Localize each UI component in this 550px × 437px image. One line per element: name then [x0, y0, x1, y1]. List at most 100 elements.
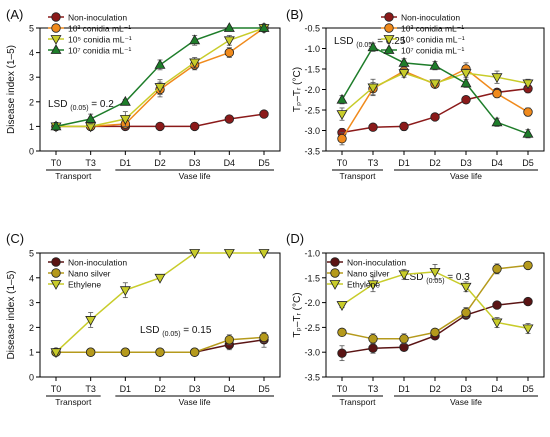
- y-tick-label: -3.5: [304, 147, 320, 157]
- data-point: [523, 296, 533, 307]
- data-point: [430, 327, 440, 338]
- x-tick-label: D1: [120, 158, 132, 168]
- data-point: [430, 112, 440, 122]
- x-tick-label: D2: [429, 158, 441, 168]
- lsd-annotation: LSD (0.05) = 0.15: [140, 325, 212, 338]
- data-point: [337, 133, 347, 144]
- legend-label: 10⁵ conidia mL⁻¹: [68, 34, 132, 44]
- y-axis-label: Tₚ–Tᵣ (°C): [292, 67, 303, 112]
- data-point: [491, 318, 503, 329]
- x-tick-label: D5: [258, 158, 270, 168]
- y-tick-label: -2.0: [304, 85, 320, 95]
- data-point: [492, 300, 502, 310]
- y-tick-label: 3: [29, 298, 34, 308]
- y-tick-label: -1.0: [304, 249, 320, 259]
- data-point: [258, 22, 270, 32]
- data-point: [50, 280, 62, 290]
- x-tick-label: D4: [224, 158, 236, 168]
- x-tick-label: D5: [522, 384, 534, 394]
- group-label: Vase life: [179, 397, 211, 407]
- data-point: [189, 58, 201, 69]
- data-point: [367, 83, 379, 94]
- x-tick-label: D5: [258, 384, 270, 394]
- legend-label: Non-inoculation: [68, 257, 127, 267]
- group-label: Vase life: [450, 397, 482, 407]
- legend-label: Nano silver: [347, 268, 390, 278]
- data-point: [398, 56, 410, 67]
- series-1: [337, 260, 533, 345]
- data-point: [224, 47, 235, 58]
- data-point: [223, 22, 235, 32]
- data-point: [384, 12, 394, 22]
- group-label: Transport: [339, 171, 376, 181]
- data-point: [51, 12, 61, 22]
- x-tick-label: D2: [429, 384, 441, 394]
- y-tick-label: 5: [29, 24, 34, 34]
- x-tick-label: D1: [120, 384, 132, 394]
- x-tick-label: T0: [51, 158, 62, 168]
- x-tick-label: D1: [398, 158, 410, 168]
- series-2: [336, 264, 534, 335]
- x-tick-label: D1: [398, 384, 410, 394]
- panel-label: (A): [6, 7, 23, 22]
- y-tick-label: 2: [29, 97, 34, 107]
- y-tick-label: -2.5: [304, 323, 320, 333]
- data-point: [492, 88, 502, 99]
- y-tick-label: -2.5: [304, 106, 320, 116]
- y-tick-label: -0.5: [304, 24, 320, 34]
- data-point: [258, 249, 270, 259]
- data-point: [119, 95, 131, 106]
- data-point: [154, 58, 166, 69]
- panel-a: (A) 0 1 2 3 4 5 T0 T3 D1 D2 D3 D4 D5 Transport Vase lif…: [6, 7, 281, 181]
- x-tick-label: T3: [85, 384, 96, 394]
- data-point: [367, 41, 379, 52]
- data-point: [155, 347, 165, 357]
- panel-c: (C) 0 1 2 3 4 5 T0 T3 D1 D2 D3 D4 D5 Transport Vase lif…: [6, 231, 281, 407]
- data-point: [223, 36, 235, 47]
- y-tick-label: -1.5: [304, 273, 320, 283]
- data-point: [383, 35, 395, 45]
- data-point: [384, 23, 394, 33]
- data-point: [224, 335, 235, 345]
- x-tick-label: T3: [85, 158, 96, 168]
- series-1: [51, 331, 269, 357]
- data-point: [329, 280, 341, 290]
- y-tick-label: -1.5: [304, 65, 320, 75]
- panel-label: (C): [6, 231, 24, 246]
- y-tick-label: -2.0: [304, 298, 320, 308]
- y-tick-label: -3.5: [304, 373, 320, 383]
- panel-b: (B) -3.5 -3.0 -2.5 -2.0 -1.5 -1.0 -0.5 T0 T3 D1 D2 D…: [286, 7, 545, 181]
- data-point: [492, 264, 502, 274]
- data-point: [337, 327, 347, 338]
- y-tick-label: 0: [29, 373, 34, 383]
- panel-label: (B): [286, 7, 303, 22]
- data-point: [50, 44, 62, 54]
- data-point: [398, 69, 410, 80]
- data-point: [259, 109, 269, 119]
- data-point: [85, 113, 97, 123]
- legend-label: 10⁵ conidia mL⁻¹: [401, 34, 465, 44]
- x-tick-label: T0: [337, 158, 348, 168]
- data-point: [330, 257, 340, 267]
- data-point: [119, 115, 131, 125]
- data-point: [119, 286, 131, 297]
- y-tick-label: 1: [29, 122, 34, 132]
- series-3: [50, 22, 270, 131]
- data-point: [429, 267, 441, 278]
- lsd-annotation: LSD (0.05) = 0.2: [48, 99, 114, 112]
- data-point: [223, 249, 235, 259]
- data-point: [50, 120, 62, 131]
- x-tick-label: D3: [460, 158, 472, 168]
- data-point: [50, 35, 62, 45]
- legend-label: 10³ conidia mL⁻¹: [68, 23, 131, 33]
- group-label: Transport: [55, 171, 92, 181]
- data-point: [368, 334, 378, 344]
- legend-label: Non-inoculation: [68, 12, 127, 22]
- y-axis-label: Disease index (1–5): [6, 45, 17, 134]
- data-point: [50, 348, 62, 359]
